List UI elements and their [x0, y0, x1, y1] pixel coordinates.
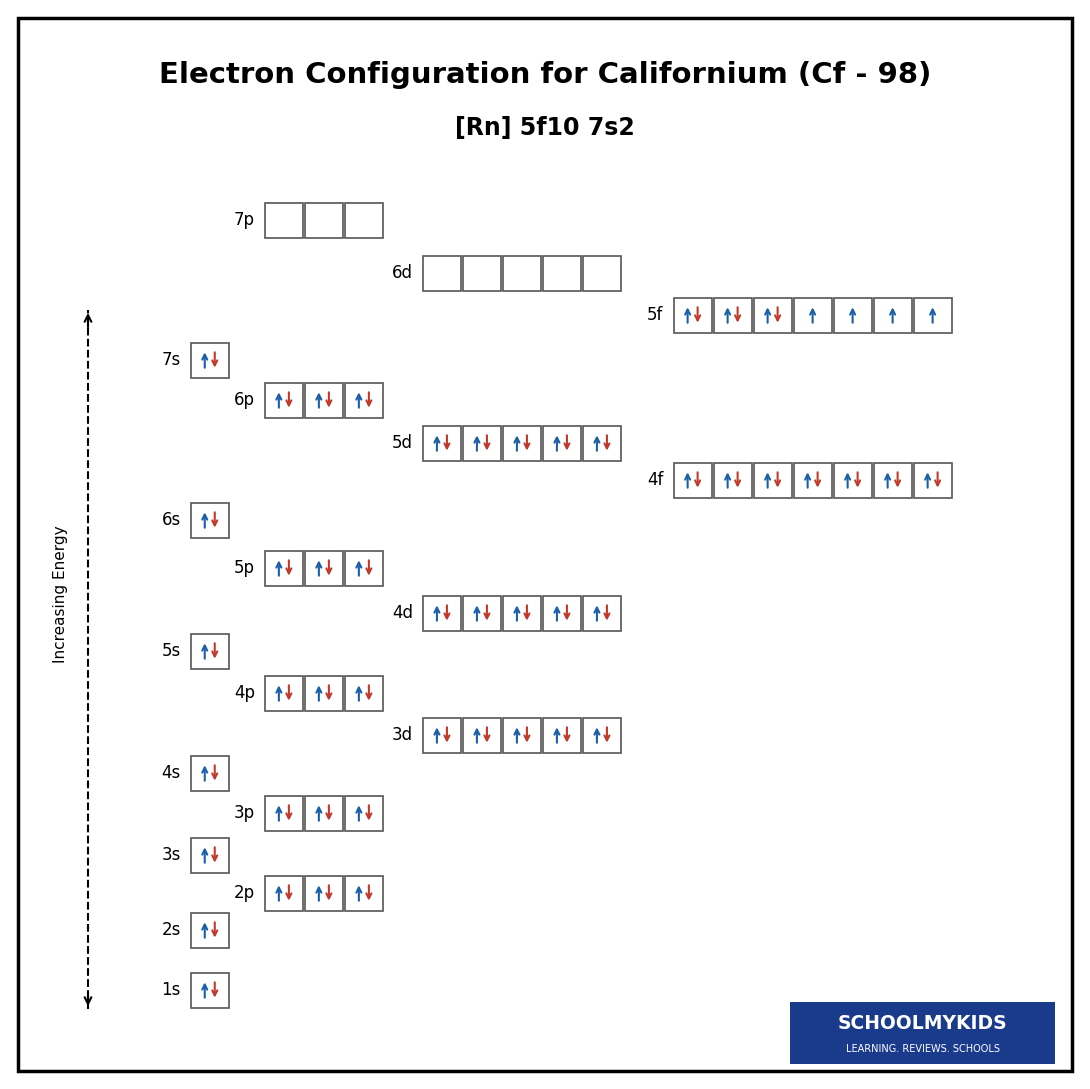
Bar: [344, 675, 383, 710]
Bar: [265, 551, 303, 586]
Bar: [191, 502, 229, 538]
Text: SCHOOLMYKIDS: SCHOOLMYKIDS: [838, 1014, 1007, 1032]
Bar: [753, 463, 791, 498]
Bar: [305, 382, 343, 417]
Text: 4p: 4p: [234, 684, 255, 702]
Bar: [583, 596, 621, 631]
Text: 7s: 7s: [161, 351, 181, 369]
Text: 5p: 5p: [234, 559, 255, 577]
Bar: [265, 795, 303, 831]
Bar: [794, 463, 832, 498]
Bar: [305, 675, 343, 710]
Bar: [834, 297, 872, 332]
Bar: [543, 426, 581, 461]
Bar: [834, 463, 872, 498]
Bar: [191, 343, 229, 378]
Bar: [463, 596, 501, 631]
Text: Increasing Energy: Increasing Energy: [52, 526, 68, 663]
Bar: [265, 382, 303, 417]
Bar: [191, 756, 229, 791]
Bar: [674, 463, 712, 498]
Text: 6s: 6s: [161, 511, 181, 529]
Bar: [583, 718, 621, 752]
Text: 4s: 4s: [161, 764, 181, 782]
Bar: [714, 463, 752, 498]
Text: 6p: 6p: [234, 391, 255, 409]
Bar: [543, 256, 581, 291]
Bar: [344, 795, 383, 831]
Bar: [423, 718, 461, 752]
Text: 5d: 5d: [392, 435, 413, 452]
Text: 2p: 2p: [233, 884, 255, 902]
Text: 5f: 5f: [647, 306, 664, 325]
Text: 4f: 4f: [647, 472, 664, 489]
Text: 3s: 3s: [161, 846, 181, 864]
Bar: [191, 837, 229, 872]
Bar: [265, 876, 303, 910]
Bar: [502, 426, 541, 461]
Bar: [583, 426, 621, 461]
Bar: [191, 972, 229, 1007]
Bar: [344, 551, 383, 586]
Bar: [305, 795, 343, 831]
Bar: [790, 1002, 1055, 1064]
Bar: [543, 718, 581, 752]
Bar: [423, 256, 461, 291]
Bar: [502, 718, 541, 752]
Bar: [344, 382, 383, 417]
Bar: [543, 596, 581, 631]
Text: 3d: 3d: [391, 726, 413, 744]
Text: 5s: 5s: [161, 643, 181, 660]
Text: 6d: 6d: [392, 264, 413, 282]
Bar: [344, 876, 383, 910]
Bar: [305, 551, 343, 586]
Bar: [502, 256, 541, 291]
Bar: [305, 203, 343, 237]
Bar: [674, 297, 712, 332]
Text: 3p: 3p: [233, 804, 255, 822]
Bar: [265, 203, 303, 237]
Bar: [423, 426, 461, 461]
Bar: [753, 297, 791, 332]
Text: 2s: 2s: [161, 921, 181, 939]
Bar: [463, 426, 501, 461]
Bar: [714, 297, 752, 332]
Text: 7p: 7p: [234, 211, 255, 229]
Bar: [794, 297, 832, 332]
Bar: [873, 463, 911, 498]
Bar: [583, 256, 621, 291]
Bar: [463, 256, 501, 291]
Bar: [502, 596, 541, 631]
Bar: [913, 463, 952, 498]
Bar: [191, 913, 229, 947]
Bar: [873, 297, 911, 332]
Bar: [191, 634, 229, 669]
Text: [Rn] 5f10 7s2: [Rn] 5f10 7s2: [456, 117, 634, 140]
Bar: [423, 596, 461, 631]
Bar: [913, 297, 952, 332]
Bar: [463, 718, 501, 752]
Bar: [344, 203, 383, 237]
Text: 1s: 1s: [161, 981, 181, 999]
Text: 4d: 4d: [392, 604, 413, 622]
Bar: [305, 876, 343, 910]
Text: Electron Configuration for Californium (Cf - 98): Electron Configuration for Californium (…: [159, 61, 931, 89]
Bar: [265, 675, 303, 710]
Text: LEARNING. REVIEWS. SCHOOLS: LEARNING. REVIEWS. SCHOOLS: [846, 1043, 1000, 1053]
